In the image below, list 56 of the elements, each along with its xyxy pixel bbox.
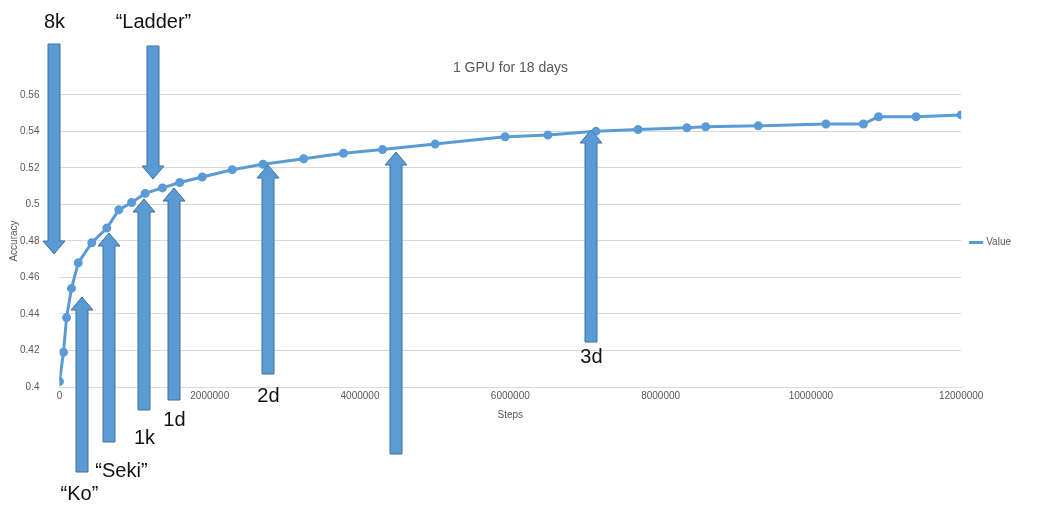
- point: [102, 223, 112, 233]
- y-tick-label: 0.54: [19, 125, 40, 137]
- text: 8k: [43, 9, 66, 33]
- point: [127, 198, 137, 208]
- x-axis-title: Steps: [497, 408, 524, 420]
- point: [114, 205, 124, 215]
- y-tick-label: 0.46: [19, 271, 40, 283]
- point: [227, 165, 237, 175]
- point: [500, 132, 510, 142]
- point: [378, 145, 388, 155]
- point: [258, 159, 268, 169]
- y-tick-label: 0.44: [19, 307, 40, 319]
- y-tick-label: 0.56: [19, 88, 40, 100]
- y-axis-title: Accuracy: [7, 220, 19, 262]
- x-tick-label: 8000000: [641, 389, 681, 401]
- point: [821, 119, 831, 129]
- y-tick-label: 0.52: [19, 161, 40, 173]
- point: [543, 130, 553, 140]
- point: [157, 183, 167, 193]
- y-tick-label: 0.48: [19, 234, 40, 246]
- point: [753, 121, 763, 131]
- point: [66, 283, 76, 293]
- point: [140, 188, 150, 198]
- point: [633, 125, 643, 134]
- point: [911, 112, 921, 122]
- y-tick-label: 0.5: [25, 198, 40, 210]
- point: [701, 122, 711, 132]
- point: [430, 139, 440, 149]
- point: [874, 112, 884, 122]
- legend-label: Value: [986, 236, 1012, 248]
- point: [339, 148, 348, 158]
- point: [87, 238, 97, 248]
- point: [299, 154, 309, 164]
- y-tick-label: 0.42: [19, 344, 40, 356]
- text: “Ladder”: [115, 9, 192, 33]
- point: [682, 123, 692, 133]
- text: 1k: [133, 425, 156, 449]
- x-tick-label: 4000000: [340, 389, 380, 401]
- point: [59, 347, 69, 357]
- x-tick-label: 0: [56, 389, 63, 401]
- text: “Ko”: [60, 481, 99, 505]
- y-tick-label: 0.4: [25, 380, 40, 392]
- chart-title: 1 GPU for 18 days: [452, 59, 569, 76]
- text: 1d: [163, 407, 186, 431]
- x-tick-label: 12000000: [938, 389, 984, 401]
- point: [197, 172, 207, 182]
- point: [175, 177, 185, 187]
- annotation: 3d: [580, 344, 603, 368]
- point: [73, 258, 83, 268]
- point: [858, 119, 868, 129]
- x-tick-label: 6000000: [490, 389, 531, 401]
- x-tick-label: 10000000: [788, 389, 834, 401]
- x-tick-label: 2000000: [190, 389, 230, 401]
- point: [62, 313, 72, 323]
- text: “Seki”: [95, 458, 148, 482]
- annotation: 2d: [257, 383, 280, 407]
